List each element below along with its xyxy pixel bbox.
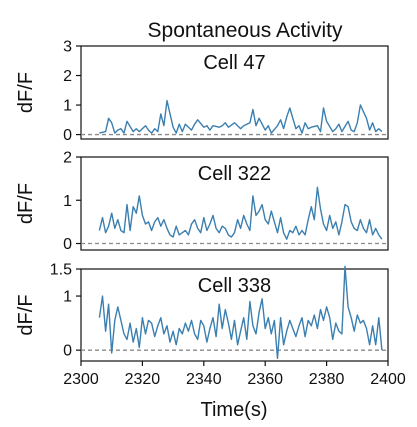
cell-322-panel: 0 1 2 Cell 322 dF/F (15, 150, 389, 253)
cell-47-y-tick-label-0: 0 (63, 127, 72, 144)
cell-338-y-tick-label-1: 1 (63, 289, 72, 306)
cell-322-title: Cell 322 (198, 163, 271, 185)
x-tick-label-2300: 2300 (63, 371, 99, 388)
cell-47-title: Cell 47 (203, 52, 265, 74)
cell-338-title: Cell 338 (198, 275, 271, 297)
cell-322-y-tick-label-0: 0 (63, 236, 72, 253)
cell-338-trace (98, 265, 383, 359)
cell-322-y-tick-label-2: 2 (63, 150, 72, 167)
x-axis-label: Time(s) (200, 399, 267, 421)
cell-47-y-tick-label-2: 2 (63, 68, 72, 85)
chart-title: Spontaneous Activity (148, 19, 343, 42)
cell-47-trace (99, 99, 383, 134)
cell-47-y-tick-label-1: 1 (63, 98, 72, 115)
cell-322-frame (80, 156, 389, 251)
cell-47-panel: 0 1 2 3 Cell 47 dF/F (15, 39, 389, 144)
x-tick-label-2360: 2360 (247, 371, 283, 388)
cell-338-y-tick-label-1-5: 1.5 (50, 262, 72, 279)
cell-338-frame (80, 268, 389, 362)
cell-322-trace (98, 186, 383, 240)
x-tick-label-2320: 2320 (125, 371, 161, 388)
x-tick-label-2400: 2400 (370, 371, 406, 388)
cell-322-y-axis-label: dF/F (15, 183, 37, 224)
cell-338-y-axis-label: dF/F (15, 294, 37, 335)
x-tick-label-2340: 2340 (186, 371, 222, 388)
cell-47-y-tick-label-3: 3 (63, 39, 72, 56)
cell-338-y-tick-label-0: 0 (63, 343, 72, 360)
x-tick-label-2380: 2380 (309, 371, 345, 388)
cell-322-y-tick-label-1: 1 (63, 193, 72, 210)
cell-338-panel: 0 1 1.5 Cell 338 dF/F 2300 2320 2340 2360 2380 240… (15, 262, 406, 389)
cell-47-frame (80, 45, 389, 140)
cell-47-y-axis-label: dF/F (15, 72, 37, 113)
